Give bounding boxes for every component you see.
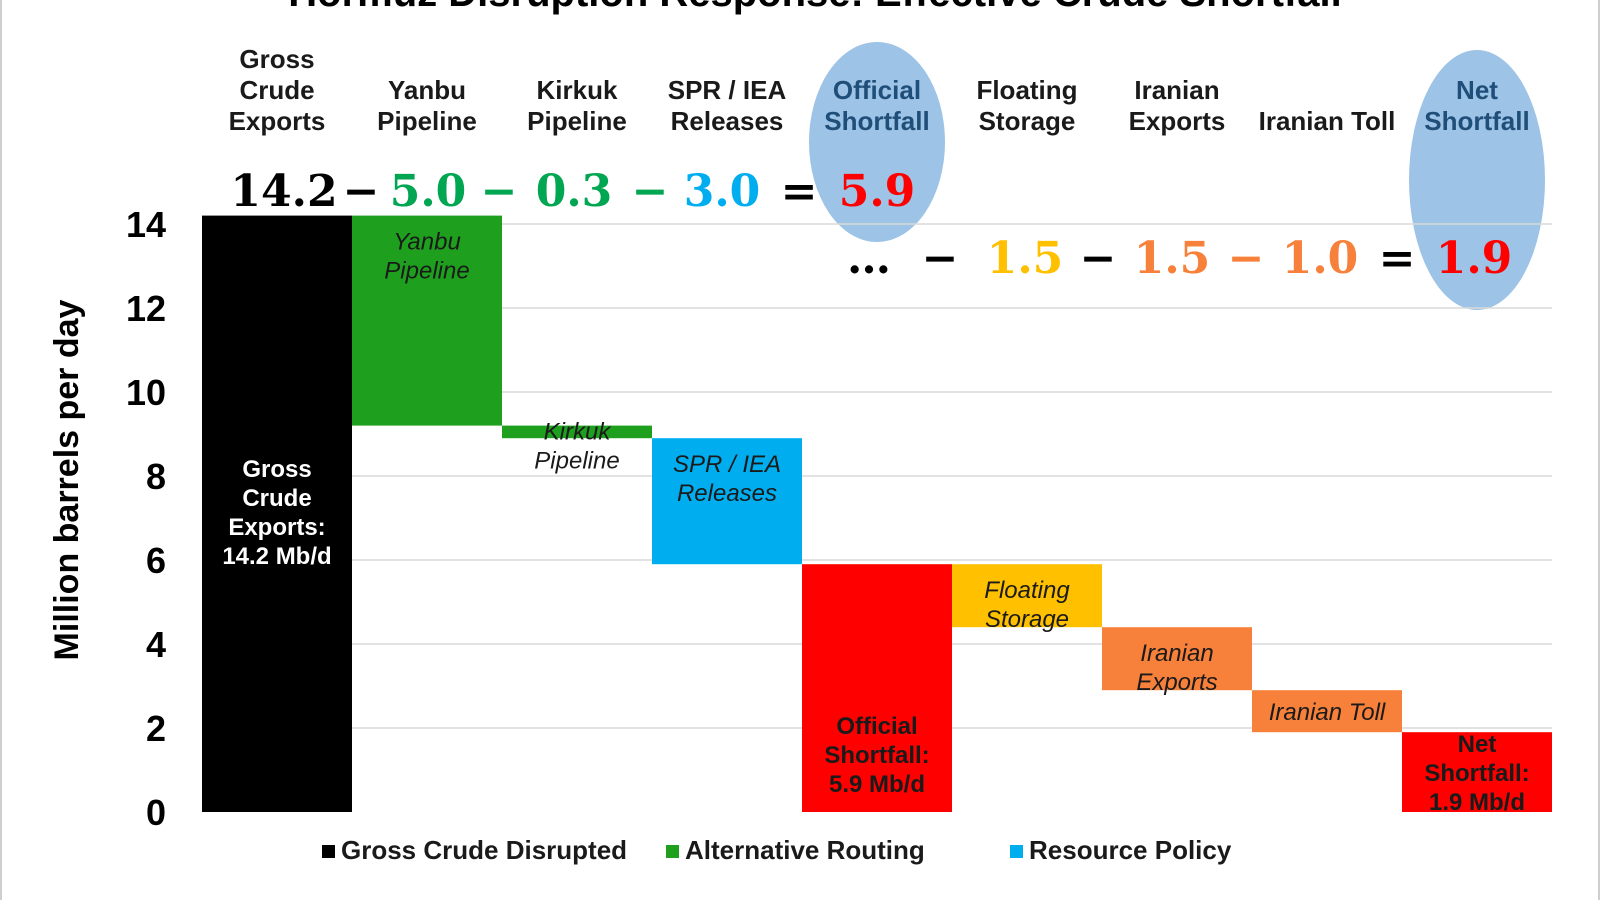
bar-label: Iranian Toll [1269,699,1386,726]
category-header: Iranian [1134,75,1219,105]
equation-token: 1.0 [1282,233,1359,284]
equation-token: 0.3 [536,166,613,217]
category-header: Pipeline [527,106,627,136]
equation-token: = [1379,233,1416,284]
bar-label: Shortfall: [824,742,929,769]
bar-label: Kirkuk [544,419,613,446]
y-tick-label: 6 [146,540,166,581]
y-tick-label: 0 [146,792,166,833]
category-header: Releases [671,106,784,136]
category-header: Crude [239,75,314,105]
bar-iranian_exports [1102,627,1252,691]
equation-token: − [1228,233,1265,284]
bar-floating [952,564,1102,628]
category-header: Floating [976,75,1077,105]
bar-kirkuk [502,425,652,439]
category-headers: GrossCrudeExportsYanbuPipelineKirkukPipe… [229,44,1530,136]
category-header: Net [1456,75,1498,105]
equation-net: … −1.5−1.5−1.0 = 1.9 [847,233,1512,284]
category-header: Exports [1129,106,1226,136]
bar-label: Crude [242,485,311,512]
equation-token: = [781,166,818,217]
bar-net [1402,732,1552,812]
bars [202,215,1552,813]
legend-swatch [666,845,679,858]
category-header: Official [833,75,921,105]
bar-label: Releases [677,480,777,507]
y-axis-ticks: 0 2 4 6 8 10 12 14 [126,204,166,833]
legend-label: Gross Crude Disrupted [341,835,627,865]
category-header: Exports [229,106,326,136]
bar-label: Gross [242,456,311,483]
equation-token: 14.2 [230,166,337,217]
legend-swatch [1010,845,1023,858]
y-tick-label: 10 [126,372,166,413]
equation-token: − [481,166,518,217]
bar-label: Shortfall: [1424,760,1529,787]
category-header: Yanbu [388,75,466,105]
chart-title: Hormuz Disruption Response: Effective Cr… [288,0,1341,15]
equation-token: 1.9 [1436,233,1513,284]
highlight-ellipse [1409,50,1545,310]
bar-label: Exports: [228,514,325,541]
equation-token: − [1080,233,1117,284]
equation-token: 1.5 [1134,233,1211,284]
bar-label: Pipeline [384,258,469,285]
legend-label: Alternative Routing [685,835,925,865]
category-header: Kirkuk [537,75,618,105]
legend-label: Resource Policy [1029,835,1232,865]
equation-token: − [632,166,669,217]
equation-token: − [343,166,380,217]
equation-official: 14.2−5.0−0.3−3.0 = 5.9 [230,166,915,217]
category-header: Pipeline [377,106,477,136]
y-tick-label: 12 [126,288,166,329]
equation-token: − [922,233,959,284]
equation-token: 1.5 [987,233,1064,284]
bar-iranian_toll [1252,690,1402,733]
bar-label: 1.9 Mb/d [1429,789,1525,816]
equation-token: 5.9 [839,166,916,217]
bar-spr [652,438,802,565]
equation-token: … [847,233,891,284]
equation-token: 5.0 [390,166,467,217]
y-tick-label: 8 [146,456,166,497]
bar-label: Yanbu [393,229,461,256]
bar-label: SPR / IEA [673,451,781,478]
category-header: Iranian Toll [1259,106,1396,136]
legend-swatch [322,845,335,858]
bar-official [802,564,952,812]
bar-yanbu [352,215,502,426]
category-header: SPR / IEA [668,75,787,105]
bar-label: Official [836,713,917,740]
bar-label: 14.2 Mb/d [222,543,331,570]
y-axis-label: Million barrels per day [48,299,86,660]
y-tick-label: 4 [146,624,166,665]
highlight-ellipses [809,42,1545,310]
bar-label: 5.9 Mb/d [829,771,925,798]
category-header: Shortfall [824,106,929,136]
bar-gross [202,215,352,813]
bar-label: Floating [984,577,1070,604]
bar-label: Storage [985,606,1069,633]
category-header: Storage [979,106,1076,136]
y-tick-label: 2 [146,708,166,749]
bar-label: Exports [1136,669,1217,696]
equation-token: 3.0 [684,166,761,217]
highlight-ellipse [809,42,945,242]
category-header: Shortfall [1424,106,1529,136]
bar-label: Pipeline [534,448,619,475]
bar-label: Net [1458,731,1497,758]
bar-label: Iranian [1140,640,1213,667]
category-header: Gross [239,44,314,74]
legend: Gross Crude Disrupted Alternative Routing… [322,835,1232,865]
y-tick-label: 14 [126,204,166,245]
